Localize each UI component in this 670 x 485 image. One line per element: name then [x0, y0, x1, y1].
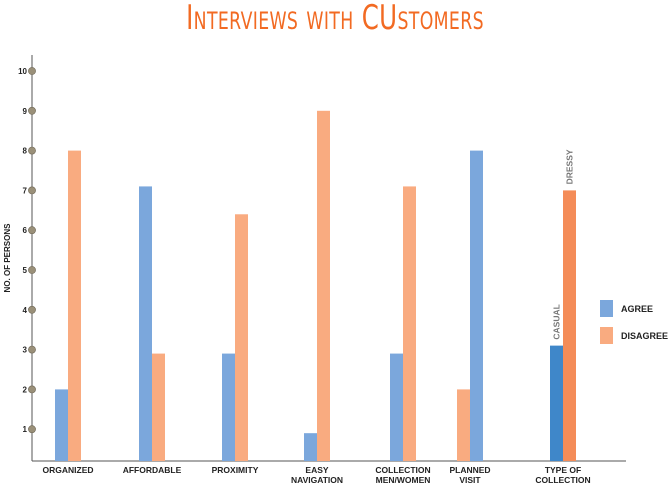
bar-disagree	[457, 389, 470, 461]
y-tick-marker	[28, 345, 36, 354]
x-tick-label: COLLECTION	[535, 475, 590, 485]
y-tick-label: 8	[23, 147, 28, 156]
y-tick-label: 4	[23, 306, 28, 315]
x-tick-label: COLLECTION	[375, 465, 430, 475]
x-tick-label: MEN/WOMEN	[376, 475, 431, 485]
y-tick-label: 7	[23, 186, 28, 195]
legend-swatch-disagree	[600, 327, 613, 344]
legend-swatch-agree	[600, 300, 613, 317]
bar-disagree	[235, 214, 248, 461]
bar-agree	[304, 433, 317, 461]
y-tick-label: 9	[23, 107, 28, 116]
y-tick-label: 3	[23, 346, 28, 355]
bar-annotation-disagree: DRESSY	[565, 149, 575, 184]
y-tick-marker	[28, 146, 36, 155]
x-tick-label: AFFORDABLE	[123, 465, 182, 475]
x-tick-label: TYPE OF	[545, 465, 581, 475]
bar-disagree	[68, 150, 81, 461]
bar-agree	[390, 353, 403, 461]
chart-title: Interviews with CUstomers	[186, 0, 484, 38]
bar-disagree	[317, 110, 330, 462]
bar-disagree	[563, 190, 576, 461]
y-tick-marker	[28, 305, 36, 314]
bar-annotation-agree: CASUAL	[552, 304, 562, 339]
y-tick-label: 10	[18, 67, 27, 76]
bar-disagree	[152, 353, 165, 461]
y-tick-marker	[28, 385, 36, 394]
y-tick-marker	[28, 226, 36, 235]
x-tick-label: EASY	[305, 465, 328, 475]
y-tick-marker	[28, 186, 36, 195]
y-tick-marker	[28, 425, 36, 434]
x-tick-label: VISIT	[459, 475, 481, 485]
y-axis-label: NO. OF PERSONS	[3, 223, 12, 293]
bar-agree	[55, 389, 68, 461]
bar-agree	[222, 353, 235, 461]
y-tick-label: 5	[23, 266, 28, 275]
y-tick-label: 1	[23, 425, 28, 434]
y-tick-marker	[28, 106, 36, 115]
legend-label-disagree: DISAGREE	[621, 331, 668, 341]
y-tick-marker	[28, 266, 36, 274]
y-tick-marker	[28, 67, 36, 75]
legend-label-agree: AGREE	[621, 304, 653, 314]
x-tick-label: PROXIMITY	[212, 465, 259, 475]
x-tick-label: NAVIGATION	[291, 475, 343, 485]
bar-disagree	[403, 186, 416, 462]
bar-agree	[470, 150, 483, 461]
y-tick-label: 6	[23, 226, 28, 235]
bar-agree	[139, 186, 152, 462]
y-tick-label: 2	[23, 385, 28, 394]
x-tick-label: PLANNED	[449, 465, 490, 475]
x-tick-label: ORGANIZED	[43, 465, 94, 475]
bar-agree	[550, 345, 563, 461]
